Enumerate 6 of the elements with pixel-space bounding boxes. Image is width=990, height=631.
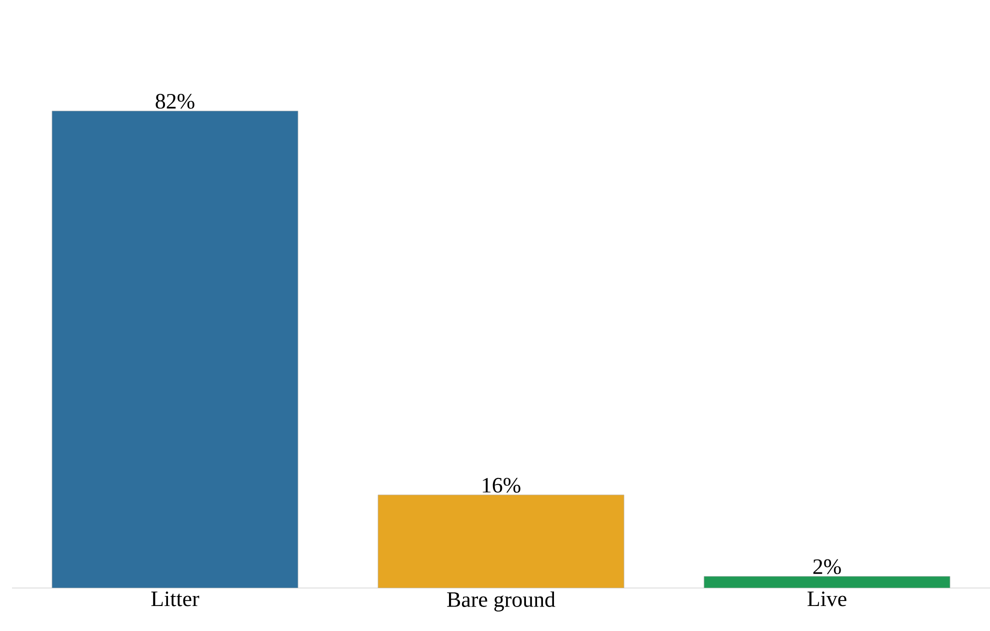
x-tick-label: Litter [151,592,200,606]
data-label: 2% [813,559,841,574]
x-tick-label: Bare ground [447,592,556,612]
data-label: 82% [156,94,194,109]
x-tick-label: Live [808,592,846,606]
data-label: 16% [482,478,520,493]
